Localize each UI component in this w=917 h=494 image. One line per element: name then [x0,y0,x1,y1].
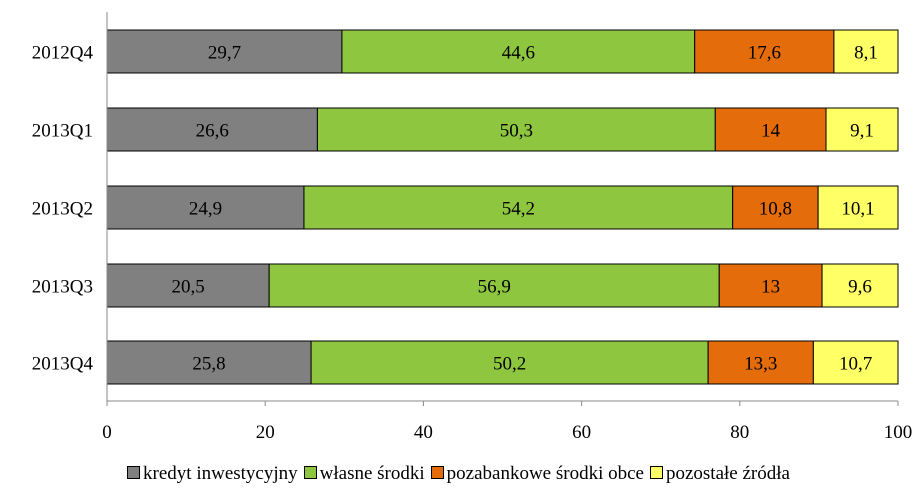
data-label: 44,6 [502,43,535,64]
data-label: 20,5 [171,277,204,298]
data-label: 13,3 [744,354,777,375]
y-tick-label: 2013Q1 [32,121,93,142]
bar-segment [817,185,899,230]
data-label: 24,9 [189,199,222,220]
y-tick-label: 2013Q4 [32,354,94,375]
x-tick-label: 60 [572,422,591,443]
data-label: 10,1 [841,199,874,220]
legend-swatch [303,466,317,479]
data-label: 56,9 [478,277,511,298]
bar-segment [341,29,696,74]
data-label: 9,1 [850,121,874,142]
data-label: 25,8 [192,354,225,375]
x-tick-label: 100 [884,422,913,443]
bar-segment [714,107,827,152]
data-label: 10,8 [759,199,792,220]
legend-item: własne środki [303,463,425,485]
legend-label: własne środki [319,463,425,484]
legend-label: kredyt inwestycyjny [143,463,298,484]
legend: kredyt inwestycyjny własne środki pozabank… [0,463,917,485]
bar-segment [310,340,709,385]
legend-swatch [127,466,141,479]
data-label: 54,2 [502,199,535,220]
y-tick-label: 2013Q3 [32,277,93,298]
bar-segment [812,340,899,385]
x-tick-label: 80 [730,422,749,443]
legend-item: pozabankowe środki obce [430,463,644,485]
bar-segment [303,185,734,230]
x-tick-label: 40 [414,422,433,443]
y-axis-labels: 2012Q4 2013Q1 2013Q2 2013Q3 2013Q4 [32,43,94,375]
legend-label: pozabankowe środki obce [446,463,644,484]
data-label: 13 [761,277,780,298]
data-label: 17,6 [748,43,781,64]
data-label: 50,2 [493,354,526,375]
bar-segment [707,340,814,385]
data-label: 8,1 [854,43,878,64]
stacked-bar-chart: 29,7 44,6 17,6 8,1 26,6 50,3 14 9,1 24,9 54,2 10,8… [32,12,912,443]
legend-swatch [430,466,444,479]
x-axis-ticks: 0 20 40 60 80 100 [102,401,912,443]
x-tick-label: 0 [102,422,112,443]
legend-swatch [649,466,663,479]
bar-segment [821,263,899,308]
legend-item: kredyt inwestycyjny [127,463,298,485]
y-tick-label: 2012Q4 [32,43,94,64]
bar-segment [106,29,343,74]
x-tick-label: 20 [256,422,275,443]
bar-segment [833,29,899,74]
bar-segment [106,263,270,308]
y-tick-label: 2013Q2 [32,199,93,220]
bar-segment [825,107,899,152]
data-label: 29,7 [208,43,241,64]
legend-label: pozostałe źródła [665,463,790,484]
data-label: 10,7 [839,354,872,375]
data-label: 50,3 [500,121,533,142]
data-label: 26,6 [196,121,229,142]
data-label: 9,6 [848,277,872,298]
legend-item: pozostałe źródła [649,463,790,485]
plot-area: 29,7 44,6 17,6 8,1 26,6 50,3 14 9,1 24,9 54,2 10,8… [106,29,899,385]
bar-segment [316,107,716,152]
bar-segment [106,107,318,152]
data-label: 14 [761,121,781,142]
bar-segment [268,263,720,308]
bar-segment [694,29,835,74]
